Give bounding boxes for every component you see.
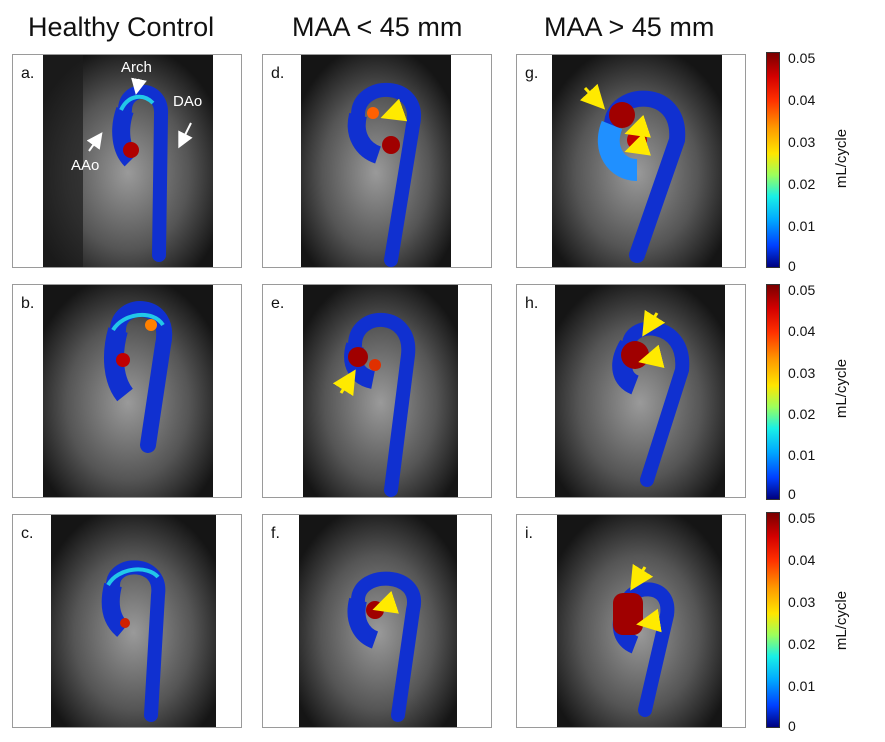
panel-label-c: c. [21, 525, 34, 542]
column-title-healthy-control: Healthy Control [28, 12, 215, 42]
mri-image-e [303, 285, 458, 497]
panel-label-h: h. [525, 295, 539, 312]
colorbar-top-tick-0.03: 0.03 [788, 134, 816, 150]
panel-c: c. [12, 514, 242, 728]
colorbar-middle-title: mL/cycle [833, 358, 851, 419]
colorbar-bottom-tick-0.01: 0.01 [788, 678, 816, 694]
colorbar-top-tick-0: 0 [788, 258, 796, 274]
panel-d: d. [262, 54, 492, 268]
panel-h: h. [516, 284, 746, 498]
colorbar-bottom-title: mL/cycle [833, 590, 851, 651]
annotation-dao: DAo [173, 93, 203, 110]
column-title-maa-over-45: MAA > 45 mm [544, 12, 715, 42]
panel-e: e. [262, 284, 492, 498]
colorbar-middle-tick-0.03: 0.03 [788, 365, 816, 381]
panel-i: i. [516, 514, 746, 728]
colorbar-middle-tick-0.02: 0.02 [788, 406, 816, 422]
mri-image-f [299, 515, 457, 727]
colorbar-bottom-tick-0.02: 0.02 [788, 636, 816, 652]
column-title-maa-under-45: MAA < 45 mm [292, 12, 463, 42]
aao-arrow-icon [86, 132, 103, 152]
colorbar-bottom-tick-0.05: 0.05 [788, 510, 816, 526]
mri-image-i [557, 515, 722, 727]
mri-image-c [51, 515, 216, 727]
annotation-arch: Arch [121, 59, 152, 76]
dao-arrow-icon [178, 122, 193, 149]
mri-image-h [555, 285, 725, 497]
colorbar-middle-tick-0.05: 0.05 [788, 282, 816, 298]
panel-label-f: f. [271, 525, 280, 542]
colorbar-top-tick-0.02: 0.02 [788, 176, 816, 192]
colorbar-top-tick-0.05: 0.05 [788, 50, 816, 66]
panel-label-d: d. [271, 65, 285, 82]
annotation-arrows-a [86, 77, 193, 152]
panel-label-a: a. [21, 65, 35, 82]
colorbar-middle-tick-0.01: 0.01 [788, 447, 816, 463]
colorbar-top-tick-0.01: 0.01 [788, 218, 816, 234]
colorbar-middle-tick-0.04: 0.04 [788, 323, 816, 339]
colorbar-bottom-tick-0.04: 0.04 [788, 552, 816, 568]
colorbar-bottom-tick-0: 0 [788, 718, 796, 734]
colorbar-bottom-tick-0.03: 0.03 [788, 594, 816, 610]
colorbar-middle [766, 284, 780, 500]
colorbar-middle-tick-0: 0 [788, 486, 796, 502]
colorbar-top [766, 52, 780, 268]
mri-image-b [43, 285, 213, 497]
panel-b: b. [12, 284, 242, 498]
panel-g: g. [516, 54, 746, 268]
mri-image-a [43, 55, 213, 267]
mri-image-d [301, 55, 451, 267]
colorbar-top-title: mL/cycle [833, 128, 851, 189]
panel-label-g: g. [525, 65, 539, 82]
annotation-aao: AAo [71, 157, 100, 174]
panel-label-b: b. [21, 295, 35, 312]
panel-f: f. [262, 514, 492, 728]
panel-a: a. Arch DAo AAo [12, 54, 242, 268]
colorbar-top-tick-0.04: 0.04 [788, 92, 816, 108]
mri-image-g [552, 55, 722, 267]
colorbar-bottom [766, 512, 780, 728]
panel-label-i: i. [525, 525, 533, 542]
arch-arrow-icon [131, 77, 147, 95]
panel-label-e: e. [271, 295, 285, 312]
